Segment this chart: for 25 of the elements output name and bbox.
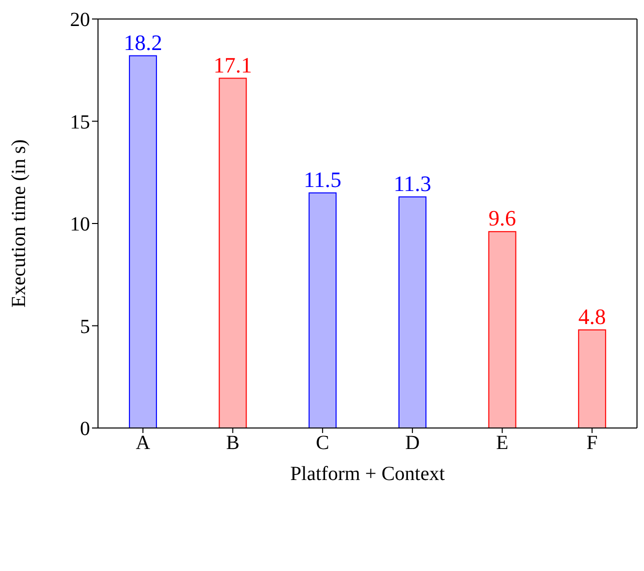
x-tick-label: D: [405, 432, 420, 454]
data-label: 11.5: [304, 166, 342, 192]
y-axis-title: Execution time (in s): [8, 139, 30, 308]
x-axis-title: Platform + Context: [290, 463, 446, 485]
x-tick-label: A: [136, 432, 151, 454]
y-tick-label: 10: [70, 214, 90, 236]
x-tick-label: E: [496, 432, 508, 454]
data-label: 4.8: [578, 304, 606, 329]
y-tick-label: 5: [80, 316, 90, 338]
bar: [308, 192, 337, 428]
bar: [488, 231, 516, 428]
x-tick-label: B: [226, 432, 240, 454]
data-label: 9.6: [488, 206, 516, 231]
x-tick-label: F: [586, 432, 598, 454]
bar: [218, 78, 247, 428]
data-label: 17.1: [214, 52, 252, 78]
bar: [578, 329, 606, 428]
y-tick-label: 15: [70, 111, 90, 134]
data-label: 11.3: [394, 170, 432, 196]
data-label: 18.2: [124, 30, 162, 55]
bar: [398, 196, 426, 428]
y-tick-label: 20: [70, 9, 90, 32]
bar: [128, 55, 157, 428]
y-tick-label: 0: [80, 418, 90, 440]
x-tick-label: C: [316, 432, 330, 454]
